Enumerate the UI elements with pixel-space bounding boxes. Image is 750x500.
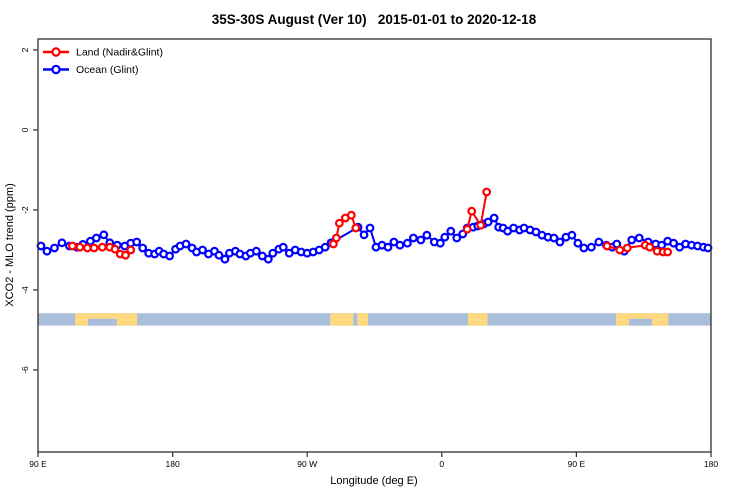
land-series-point xyxy=(351,223,361,233)
land-series-point xyxy=(121,250,130,260)
land-series-point xyxy=(89,243,99,253)
land-series-point xyxy=(645,242,655,252)
ocean-series-point xyxy=(573,238,583,248)
ocean-series-point xyxy=(165,251,175,261)
ocean-series-point xyxy=(634,233,644,243)
ocean-series-point xyxy=(440,232,450,242)
x-axis-title: Longitude (deg E) xyxy=(330,475,417,487)
ocean-series-point xyxy=(132,237,142,247)
ocean-series-point xyxy=(627,235,637,245)
ocean-series-point xyxy=(567,230,577,240)
legend-ocean-marker-icon xyxy=(51,64,61,75)
land-series-point xyxy=(482,187,492,197)
y-tick-label: -2 xyxy=(20,206,30,214)
x-tick-label: 90 E xyxy=(29,459,47,469)
y-tick-label: 2 xyxy=(20,47,30,52)
ocean-notch-great-australian-bight-east xyxy=(629,318,653,326)
ocean-notch-great-australian-bight-west xyxy=(87,318,117,326)
legend: Land (Nadir&Glint) Ocean (Glint) xyxy=(43,47,163,76)
ocean-series-line xyxy=(40,216,709,261)
y-tick-label: -4 xyxy=(20,286,30,294)
series-layer xyxy=(36,187,713,264)
y-axis-title: XCO2 - MLO trend (ppm) xyxy=(4,183,16,306)
x-tick-label: 180 xyxy=(166,459,180,469)
ocean-series-point xyxy=(435,238,445,248)
ocean-series-point xyxy=(549,233,559,243)
ocean-series-point xyxy=(403,238,412,248)
axis-layer: 90 E 180 90 W 0 90 E 180 2 0 -2 -4 -6 xyxy=(20,47,718,469)
land-series-line xyxy=(466,191,488,230)
x-tick-label: 0 xyxy=(439,459,444,469)
ocean-series-point xyxy=(703,243,713,253)
ocean-notch-rio-de-la-plata xyxy=(353,313,358,326)
ocean-series-point xyxy=(359,230,369,240)
land-series-point xyxy=(110,244,120,254)
ocean-series-point xyxy=(220,254,230,264)
y-tick-label: -6 xyxy=(20,366,30,374)
land-series-point xyxy=(346,210,356,220)
ocean-series-point xyxy=(446,226,456,236)
ocean-series-point xyxy=(50,243,59,253)
ocean-series-point xyxy=(214,250,224,260)
land-series-point xyxy=(82,243,92,253)
ocean-series-point xyxy=(452,233,462,243)
map-ocean-strip xyxy=(38,313,711,326)
land-series-point xyxy=(602,241,612,251)
ocean-series-point xyxy=(263,254,273,264)
ocean-series-point xyxy=(36,241,46,251)
ocean-series-point xyxy=(586,242,596,252)
ocean-series-point xyxy=(579,243,589,253)
ocean-series-point xyxy=(669,238,679,248)
ocean-series-point xyxy=(268,248,278,258)
ocean-series-point xyxy=(138,243,148,253)
ocean-series-point xyxy=(422,230,432,240)
ocean-series-point xyxy=(483,217,493,227)
ocean-series-point xyxy=(57,238,67,248)
ocean-series-point xyxy=(555,237,565,247)
x-tick-label: 90 E xyxy=(568,459,586,469)
ocean-series-point xyxy=(395,240,405,250)
ocean-series-point xyxy=(416,235,426,245)
legend-land-marker-icon xyxy=(51,47,61,57)
ocean-series-point xyxy=(408,233,418,243)
land-series-point xyxy=(331,233,341,243)
ocean-series-point xyxy=(489,213,499,223)
plot-border xyxy=(37,38,712,453)
land-series-point xyxy=(67,241,77,251)
ocean-series-point xyxy=(198,245,207,255)
y-tick-label: 0 xyxy=(20,127,30,132)
legend-ocean-label: Ocean (Glint) xyxy=(76,64,138,76)
ocean-series-point xyxy=(594,237,604,247)
land-series-point xyxy=(467,206,477,216)
legend-land-label: Land (Nadir&Glint) xyxy=(76,47,163,59)
ocean-series-point xyxy=(278,242,288,252)
land-series-point xyxy=(334,218,344,228)
ocean-series-point xyxy=(42,246,52,256)
ocean-series-point xyxy=(99,230,109,240)
land-series-point xyxy=(615,245,625,255)
ocean-series-point xyxy=(91,233,101,243)
land-series-point xyxy=(462,224,472,234)
x-tick-label: 90 W xyxy=(297,459,317,469)
land-series-point xyxy=(663,247,673,257)
ocean-series-point xyxy=(383,242,393,252)
ocean-series-point xyxy=(181,239,191,249)
land-series-point xyxy=(97,242,107,252)
chart-title: 35S-30S August (Ver 10) 2015-01-01 to 20… xyxy=(212,12,537,27)
map-band xyxy=(38,313,711,326)
ocean-series-point xyxy=(320,242,330,252)
x-tick-label: 180 xyxy=(704,459,718,469)
land-series-point xyxy=(126,245,136,255)
land-patch-south-america xyxy=(330,313,369,326)
land-series-point xyxy=(476,220,486,230)
ocean-series-point xyxy=(365,223,375,233)
land-series-point xyxy=(622,243,632,253)
ocean-series-point xyxy=(251,246,261,256)
land-patch-southern-africa xyxy=(467,313,488,326)
land-series-point xyxy=(75,242,85,252)
